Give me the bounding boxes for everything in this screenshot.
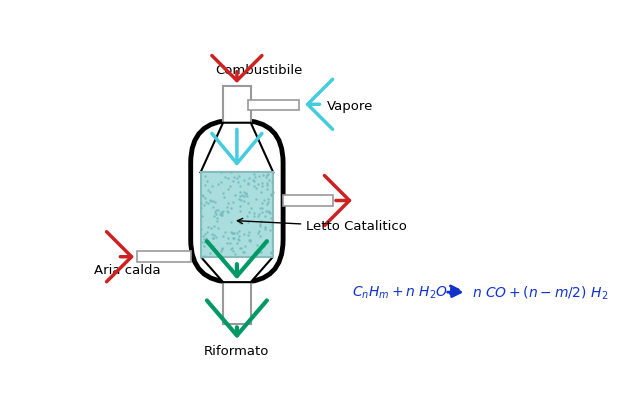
Polygon shape <box>201 257 273 282</box>
Bar <box>223 86 250 123</box>
Bar <box>283 195 333 206</box>
Bar <box>223 282 250 325</box>
Bar <box>201 172 273 257</box>
Bar <box>249 100 298 110</box>
Text: Combustibile: Combustibile <box>215 64 303 77</box>
Text: $C_nH_m + n\ H_2O$: $C_nH_m + n\ H_2O$ <box>352 284 449 301</box>
Text: Letto Catalitico: Letto Catalitico <box>237 218 407 233</box>
FancyBboxPatch shape <box>191 121 283 282</box>
Text: Vapore: Vapore <box>327 100 373 113</box>
Polygon shape <box>201 123 273 172</box>
Text: Riformato: Riformato <box>204 344 270 357</box>
Text: $n\ CO + (n - m/2)\ H_2$: $n\ CO + (n - m/2)\ H_2$ <box>472 284 608 302</box>
Text: Aria calda: Aria calda <box>94 264 161 277</box>
Bar <box>137 251 191 262</box>
